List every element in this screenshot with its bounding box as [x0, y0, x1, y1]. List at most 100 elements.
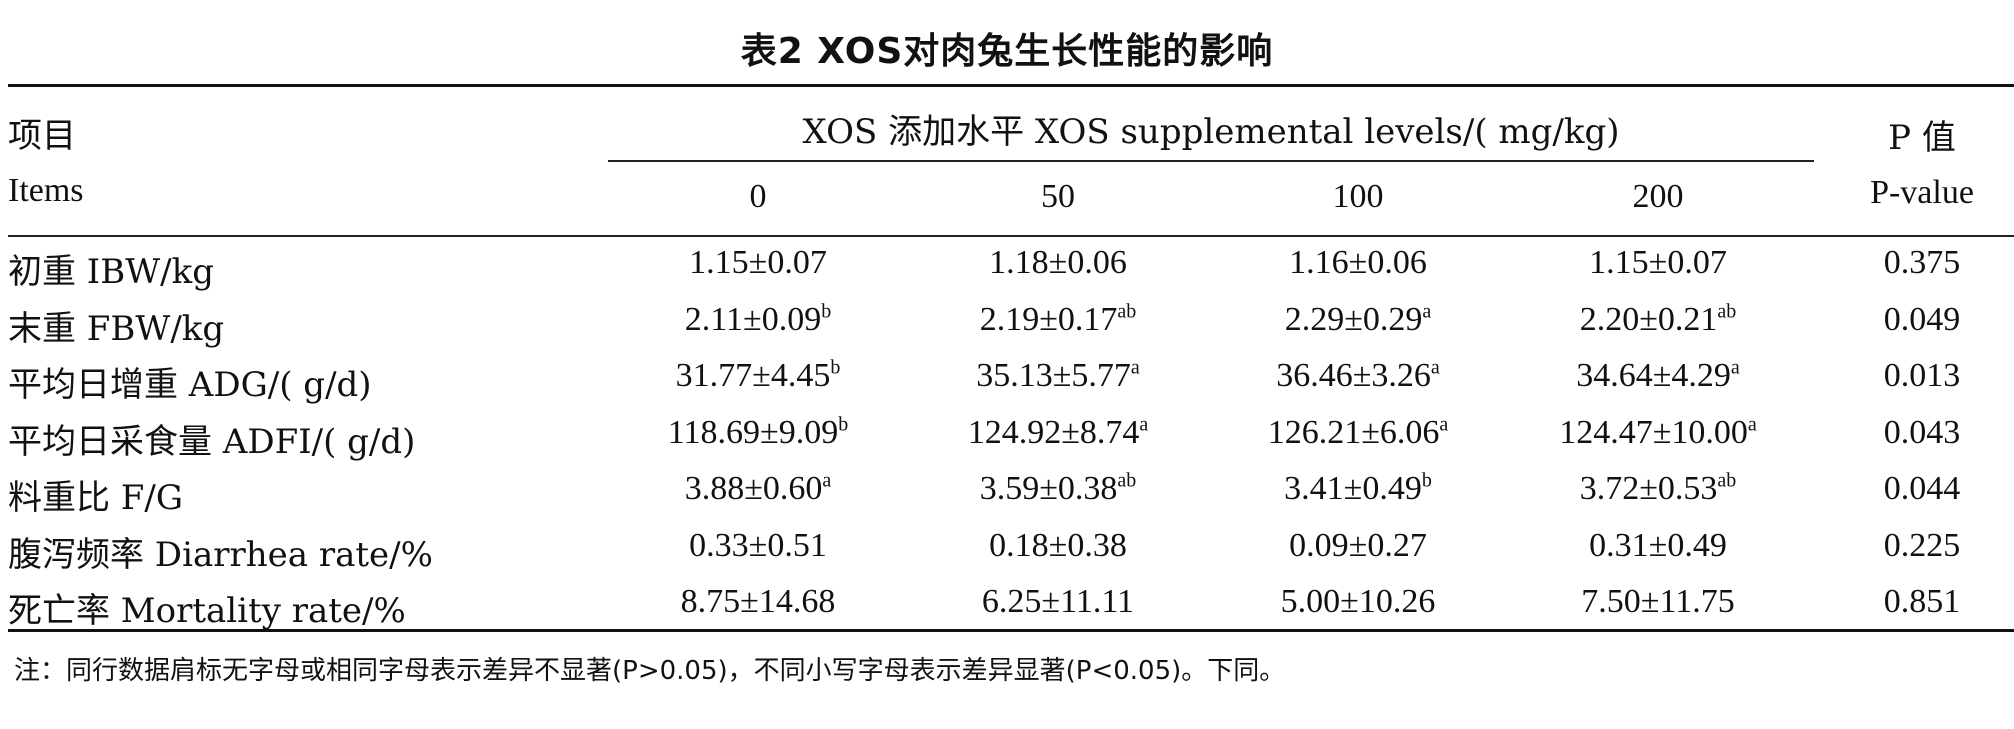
cell-value: 8.75±14.68 — [680, 583, 836, 620]
significance-superscript: ab — [1717, 300, 1737, 323]
header-p-en: P-value — [1870, 174, 1974, 211]
table-cell: 35.13±5.77a — [908, 357, 1208, 395]
table-cell: 1.15±0.07 — [1508, 244, 1808, 282]
table-cell: 0.33±0.51 — [608, 527, 908, 565]
header-level-50: 50 — [1041, 178, 1075, 215]
significance-superscript: a — [1422, 300, 1432, 323]
table-cell: 118.69±9.09b — [608, 414, 908, 452]
significance-superscript: a — [1439, 413, 1449, 436]
cell-value: 0.31±0.49 — [1589, 527, 1727, 564]
row-label: 平均日增重 ADG/( g/d) — [8, 365, 372, 405]
table-cell: 124.47±10.00a — [1508, 414, 1808, 452]
significance-superscript: a — [1747, 413, 1757, 436]
cell-value: 126.21±6.06 — [1267, 414, 1440, 451]
table-cell: 34.64±4.29a — [1508, 357, 1808, 395]
table-note: 注：同行数据肩标无字母或相同字母表示差异不显著(P>0.05)，不同小写字母表示… — [14, 656, 1286, 686]
p-value: 0.043 — [1883, 414, 1961, 451]
table-cell: 5.00±10.26 — [1208, 583, 1508, 621]
cell-value: 6.25±11.11 — [981, 583, 1135, 620]
table-cell: 126.21±6.06a — [1208, 414, 1508, 452]
cell-value: 5.00±10.26 — [1280, 583, 1436, 620]
header-level-200: 200 — [1632, 178, 1684, 215]
p-value: 0.044 — [1883, 470, 1961, 507]
cell-value: 3.41±0.49 — [1284, 470, 1422, 507]
significance-superscript: ab — [1717, 469, 1737, 492]
group-rule — [608, 160, 1814, 162]
cell-value: 31.77±4.45 — [675, 357, 831, 394]
cell-value: 2.19±0.17 — [979, 301, 1118, 338]
bottom-rule — [8, 629, 2014, 632]
significance-superscript: b — [1421, 469, 1432, 492]
cell-value: 2.29±0.29 — [1284, 301, 1423, 338]
table-cell: 8.75±14.68 — [608, 583, 908, 621]
p-value: 0.375 — [1883, 244, 1961, 281]
significance-superscript: a — [1430, 356, 1440, 379]
significance-superscript: a — [1139, 413, 1149, 436]
cell-value: 1.15±0.07 — [1589, 244, 1727, 281]
cell-value: 124.47±10.00 — [1559, 414, 1748, 451]
p-value: 0.851 — [1883, 583, 1961, 620]
table-cell: 2.29±0.29a — [1208, 301, 1508, 339]
cell-value: 2.11±0.09 — [684, 301, 822, 338]
table-cell: 1.18±0.06 — [908, 244, 1208, 282]
cell-value: 7.50±11.75 — [1581, 583, 1735, 620]
table-cell: 2.20±0.21ab — [1508, 301, 1808, 339]
cell-value: 0.18±0.38 — [989, 527, 1127, 564]
cell-value: 0.09±0.27 — [1289, 527, 1427, 564]
header-level-0: 0 — [749, 178, 767, 215]
cell-value: 2.20±0.21 — [1579, 301, 1718, 338]
header-item-cn: 项目 — [8, 116, 76, 156]
table-cell: 31.77±4.45b — [608, 357, 908, 395]
significance-superscript: a — [822, 469, 832, 492]
row-label: 平均日采食量 ADFI/( g/d) — [8, 422, 416, 462]
cell-value: 124.92±8.74 — [967, 414, 1140, 451]
significance-superscript: b — [821, 300, 832, 323]
table-cell: 1.15±0.07 — [608, 244, 908, 282]
cell-value: 34.64±4.29 — [1576, 357, 1731, 394]
row-label: 末重 FBW/kg — [8, 309, 225, 349]
cell-value: 118.69±9.09 — [667, 414, 839, 451]
significance-superscript: a — [1730, 356, 1740, 379]
table-title: 表2 XOS对肉兔生长性能的影响 — [740, 31, 1274, 72]
table-cell: 3.59±0.38ab — [908, 470, 1208, 508]
p-value: 0.049 — [1883, 301, 1961, 338]
table-cell: 3.41±0.49b — [1208, 470, 1508, 508]
table-cell: 6.25±11.11 — [908, 583, 1208, 621]
table-cell: 124.92±8.74a — [908, 414, 1208, 452]
row-label: 初重 IBW/kg — [8, 252, 214, 292]
table-cell: 2.11±0.09b — [608, 301, 908, 339]
table-cell: 36.46±3.26a — [1208, 357, 1508, 395]
cell-value: 1.16±0.06 — [1289, 244, 1427, 281]
significance-superscript: b — [830, 356, 841, 379]
header-level-group: XOS 添加水平 XOS supplemental levels/( mg/kg… — [802, 112, 1620, 152]
table-cell: 1.16±0.06 — [1208, 244, 1508, 282]
cell-value: 0.33±0.51 — [689, 527, 827, 564]
cell-value: 1.15±0.07 — [689, 244, 827, 281]
cell-value: 35.13±5.77 — [976, 357, 1131, 394]
cell-value: 36.46±3.26 — [1276, 357, 1431, 394]
significance-superscript: ab — [1117, 469, 1137, 492]
significance-superscript: a — [1130, 356, 1140, 379]
significance-superscript: ab — [1117, 300, 1137, 323]
p-value: 0.225 — [1883, 527, 1961, 564]
cell-value: 3.72±0.53 — [1579, 470, 1718, 507]
table-cell: 0.09±0.27 — [1208, 527, 1508, 565]
header-rule — [8, 235, 2014, 237]
table-cell: 7.50±11.75 — [1508, 583, 1808, 621]
row-label: 腹泻频率 Diarrhea rate/% — [8, 535, 433, 575]
top-rule — [8, 84, 2014, 87]
table-cell: 0.31±0.49 — [1508, 527, 1808, 565]
header-p-cn: P 值 — [1888, 118, 1956, 158]
table-cell: 3.88±0.60a — [608, 470, 908, 508]
header-item-en: Items — [8, 172, 84, 209]
cell-value: 3.88±0.60 — [684, 470, 823, 507]
table-cell: 2.19±0.17ab — [908, 301, 1208, 339]
significance-superscript: b — [838, 413, 849, 436]
row-label: 死亡率 Mortality rate/% — [8, 591, 406, 631]
table-cell: 0.18±0.38 — [908, 527, 1208, 565]
cell-value: 1.18±0.06 — [989, 244, 1127, 281]
p-value: 0.013 — [1883, 357, 1961, 394]
table-cell: 3.72±0.53ab — [1508, 470, 1808, 508]
cell-value: 3.59±0.38 — [979, 470, 1118, 507]
